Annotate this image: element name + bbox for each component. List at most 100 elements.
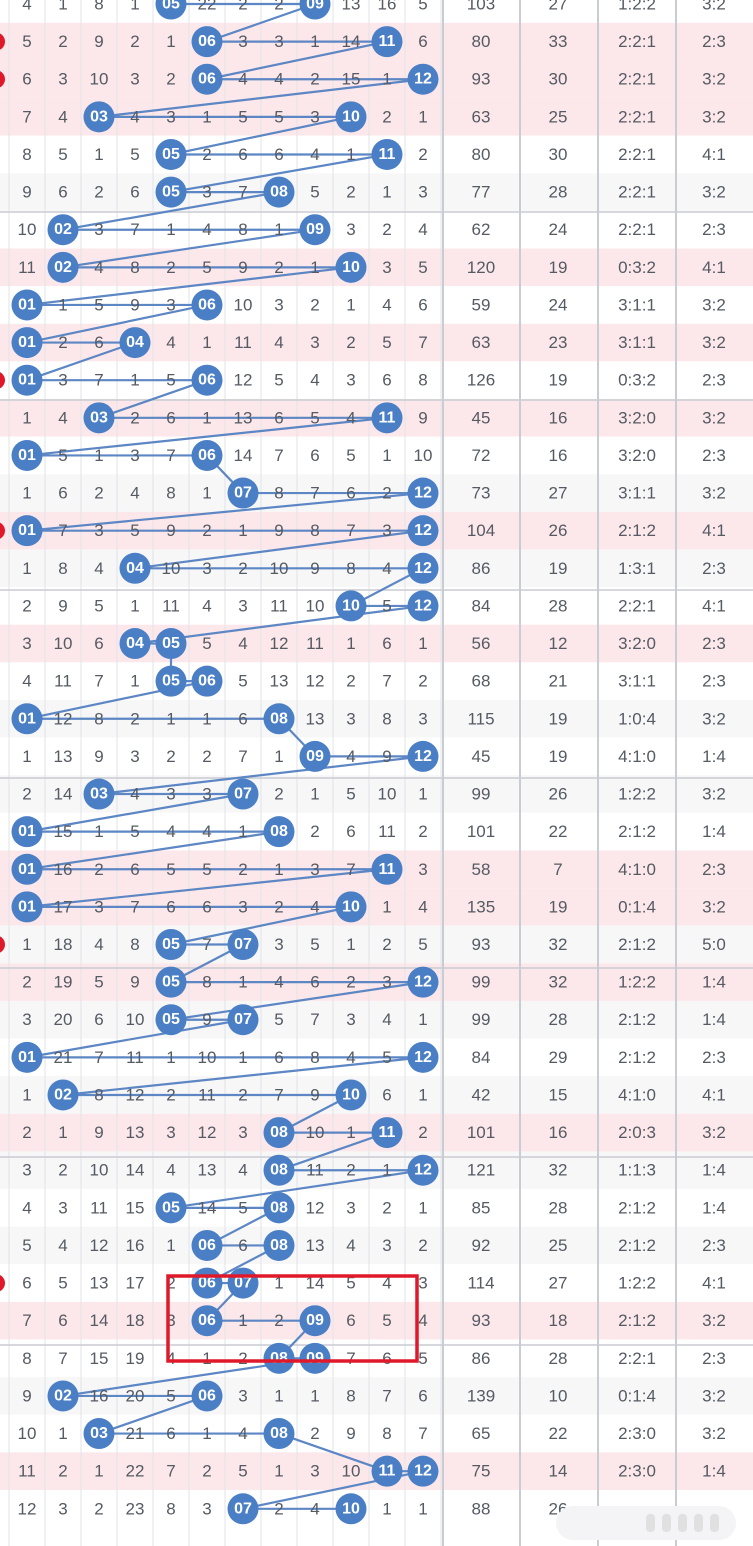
cell-number: 6 <box>418 1386 427 1405</box>
odd-even-value: 3:2 <box>702 785 726 804</box>
cell-number: 1 <box>274 220 283 239</box>
cell-number: 18 <box>126 1311 145 1330</box>
cell-number: 1 <box>130 596 139 615</box>
cell-number: 1 <box>22 1085 31 1104</box>
cell-number: 7 <box>202 935 211 954</box>
cell-number: 17 <box>126 1274 145 1293</box>
ratio-value: 3:1:1 <box>618 484 656 503</box>
cell-number: 3 <box>202 559 211 578</box>
span-value: 14 <box>549 1462 568 1481</box>
cell-number: 7 <box>310 484 319 503</box>
number-ball <box>227 477 259 509</box>
number-ball <box>11 515 43 547</box>
ratio-value: 2:3:0 <box>618 1424 656 1443</box>
ball-number: 05 <box>162 184 180 201</box>
number-ball <box>335 891 367 923</box>
ratio-value: 2:1:2 <box>618 521 656 540</box>
cell-number: 5 <box>418 1349 427 1368</box>
cell-number: 3 <box>94 521 103 540</box>
number-ball <box>11 853 43 885</box>
sum-value: 84 <box>472 596 491 615</box>
cell-number: 1 <box>310 1386 319 1405</box>
cell-number: 4 <box>418 1311 427 1330</box>
cell-number: 6 <box>238 1236 247 1255</box>
ratio-value: 1:1:3 <box>618 1161 656 1180</box>
cell-number: 9 <box>94 32 103 51</box>
span-value: 24 <box>549 220 568 239</box>
cell-number: 1 <box>166 709 175 728</box>
cell-number: 22 <box>126 1462 145 1481</box>
cell-number: 4 <box>274 70 283 89</box>
cell-number: 9 <box>346 1424 355 1443</box>
ball-number: 11 <box>379 146 396 163</box>
odd-even-value: 2:3 <box>702 371 726 390</box>
ball-number: 11 <box>379 861 396 878</box>
sum-value: 101 <box>467 1123 495 1142</box>
ball-number: 06 <box>198 33 216 50</box>
odd-even-value: 3:2 <box>702 484 726 503</box>
odd-even-value: 2:3 <box>702 1349 726 1368</box>
cell-number: 3 <box>58 371 67 390</box>
cell-number: 3 <box>274 32 283 51</box>
sum-value: 80 <box>472 32 491 51</box>
cell-number: 1 <box>418 1010 427 1029</box>
odd-even-value: 2:3 <box>702 1236 726 1255</box>
cell-number: 2 <box>274 258 283 277</box>
cell-number: 2 <box>238 1349 247 1368</box>
number-ball <box>191 665 223 697</box>
number-ball <box>47 214 79 246</box>
cell-number: 14 <box>126 1161 145 1180</box>
cell-number: 4 <box>382 559 391 578</box>
number-ball <box>191 439 223 471</box>
ball-number: 06 <box>198 1237 216 1254</box>
ball-number: 11 <box>379 1463 396 1480</box>
number-ball <box>263 1117 295 1149</box>
odd-even-value: 4:1 <box>702 1085 726 1104</box>
cell-number: 1 <box>274 860 283 879</box>
cell-number: 4 <box>22 1198 31 1217</box>
ratio-value: 4:1:0 <box>618 1085 656 1104</box>
cell-number: 1 <box>202 107 211 126</box>
ball-number: 05 <box>162 936 180 953</box>
page-indicator[interactable] <box>556 1506 736 1540</box>
cell-number: 1 <box>94 145 103 164</box>
cell-number: 12 <box>126 1085 145 1104</box>
cell-number: 4 <box>346 747 355 766</box>
cell-number: 1 <box>382 70 391 89</box>
sum-value: 121 <box>467 1161 495 1180</box>
ball-number: 06 <box>198 296 216 313</box>
cell-number: 1 <box>274 1386 283 1405</box>
cell-number: 8 <box>166 484 175 503</box>
cell-number: 7 <box>310 1010 319 1029</box>
cell-number: 5 <box>238 672 247 691</box>
cell-number: 3 <box>94 220 103 239</box>
cell-number: 16 <box>90 1386 109 1405</box>
number-ball <box>11 364 43 396</box>
cell-number: 3 <box>202 785 211 804</box>
sum-value: 73 <box>472 484 491 503</box>
ball-number: 12 <box>414 597 432 614</box>
odd-even-value: 3:2 <box>702 70 726 89</box>
cell-number: 1 <box>310 785 319 804</box>
cell-number: 4 <box>94 559 103 578</box>
sum-value: 75 <box>472 1462 491 1481</box>
number-ball <box>263 1342 295 1374</box>
cell-number: 2 <box>310 70 319 89</box>
ball-number: 08 <box>270 710 288 727</box>
cell-number: 4 <box>238 1424 247 1443</box>
span-value: 27 <box>549 0 568 14</box>
cell-number: 3 <box>22 634 31 653</box>
ratio-value: 2:1:2 <box>618 822 656 841</box>
cell-number: 5 <box>238 1198 247 1217</box>
sum-value: 85 <box>472 1198 491 1217</box>
cell-number: 12 <box>54 709 73 728</box>
cell-number: 1 <box>22 408 31 427</box>
cell-number: 3 <box>94 897 103 916</box>
odd-even-value: 4:1 <box>702 1274 726 1293</box>
odd-even-value: 3:2 <box>702 1424 726 1443</box>
cell-number: 1 <box>130 371 139 390</box>
cell-number: 8 <box>238 220 247 239</box>
cell-number: 4 <box>58 1236 67 1255</box>
number-ball <box>155 176 187 208</box>
cell-number: 5 <box>274 107 283 126</box>
